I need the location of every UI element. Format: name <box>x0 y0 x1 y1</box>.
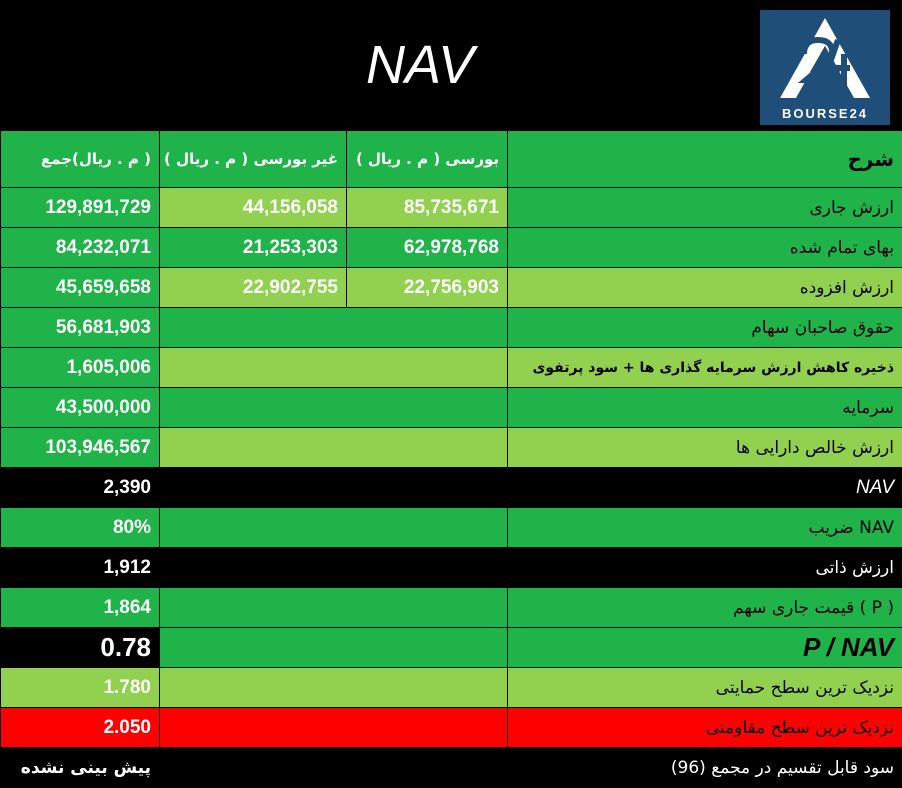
table-row: 84,232,071 21,253,303 62,978,768 بهای تم… <box>1 228 902 268</box>
cost-label: بهای تمام شده <box>508 228 902 268</box>
nav-total: 2,390 <box>1 468 160 508</box>
current-value-label: ارزش جاری <box>508 188 902 228</box>
support-total: 1.780 <box>1 668 160 708</box>
equity-empty <box>160 308 508 348</box>
current-value-total: 129,891,729 <box>1 188 160 228</box>
table-row: 80% NAV ضریب <box>1 508 902 548</box>
added-value-label: ارزش افزوده <box>508 268 902 308</box>
header-total: ( م . ریال)جمع <box>1 131 160 188</box>
capital-empty <box>160 388 508 428</box>
table-row: 1,605,006 ذخیره کاهش ارزش سرمایه گذاری ه… <box>1 348 902 388</box>
table-row: 1.780 نزدیک ترین سطح حمایتی <box>1 668 902 708</box>
nav-coef-total: 80% <box>1 508 160 548</box>
reserve-total: 1,605,006 <box>1 348 160 388</box>
equity-total: 56,681,903 <box>1 308 160 348</box>
logo-mark-icon <box>760 10 890 105</box>
added-value-nonbourse: 22,902,755 <box>160 268 347 308</box>
net-assets-empty <box>160 428 508 468</box>
current-value-nonbourse: 44,156,058 <box>160 188 347 228</box>
capital-total: 43,500,000 <box>1 388 160 428</box>
page-title: NAV <box>0 0 840 130</box>
cost-nonbourse: 21,253,303 <box>160 228 347 268</box>
table-row: 2,390 NAV <box>1 468 902 508</box>
support-label: نزدیک ترین سطح حمایتی <box>508 668 902 708</box>
cost-total: 84,232,071 <box>1 228 160 268</box>
p-nav-total: 0.78 <box>1 628 160 668</box>
table-row: 103,946,567 ارزش خالص دارایی ها <box>1 428 902 468</box>
net-assets-total: 103,946,567 <box>1 428 160 468</box>
table-row: 2.050 نزدیک ترین سطح مقاومتی <box>1 708 902 748</box>
added-value-total: 45,659,658 <box>1 268 160 308</box>
dividend-value: پیش بینی نشده <box>1 748 160 788</box>
resistance-empty <box>160 708 508 748</box>
table-row: 45,659,658 22,902,755 22,756,903 ارزش اف… <box>1 268 902 308</box>
equity-label: حقوق صاحبان سهام <box>508 308 902 348</box>
price-total: 1,864 <box>1 588 160 628</box>
nav-coef-label: NAV ضریب <box>508 508 902 548</box>
table-row: 129,891,729 44,156,058 85,735,671 ارزش ج… <box>1 188 902 228</box>
current-value-bourse: 85,735,671 <box>347 188 508 228</box>
table-footer-row: پیش بینی نشده سود قابل تقسیم در مجمع (96… <box>1 748 902 788</box>
nav-table: ( م . ریال)جمع غیر بورسی ( م . ریال ) بو… <box>0 130 902 788</box>
nav-coef-empty <box>160 508 508 548</box>
resistance-label: نزدیک ترین سطح مقاومتی <box>508 708 902 748</box>
cost-bourse: 62,978,768 <box>347 228 508 268</box>
p-nav-label: P / NAV <box>508 628 902 668</box>
support-empty <box>160 668 508 708</box>
price-empty <box>160 588 508 628</box>
table-row: 0.78 P / NAV <box>1 628 902 668</box>
logo-text: BOURSE24 <box>760 106 890 121</box>
table-row: 1,864 ( P ) قیمت جاری سهم <box>1 588 902 628</box>
reserve-label: ذخیره کاهش ارزش سرمایه گذاری ها + سود پر… <box>508 348 902 388</box>
header-nonbourse: غیر بورسی ( م . ریال ) <box>160 131 347 188</box>
resistance-total: 2.050 <box>1 708 160 748</box>
capital-label: سرمایه <box>508 388 902 428</box>
table-header-row: ( م . ریال)جمع غیر بورسی ( م . ریال ) بو… <box>1 131 902 188</box>
intrinsic-empty <box>160 548 508 588</box>
bourse24-logo: BOURSE24 <box>760 10 890 125</box>
table-row: 1,912 ارزش ذاتی <box>1 548 902 588</box>
p-nav-empty <box>160 628 508 668</box>
added-value-bourse: 22,756,903 <box>347 268 508 308</box>
price-label: ( P ) قیمت جاری سهم <box>508 588 902 628</box>
dividend-label: سود قابل تقسیم در مجمع (96) <box>160 748 902 788</box>
intrinsic-label: ارزش ذاتی <box>508 548 902 588</box>
table-row: 56,681,903 حقوق صاحبان سهام <box>1 308 902 348</box>
header-description: شرح <box>508 131 902 188</box>
nav-label: NAV <box>508 468 902 508</box>
table-row: 43,500,000 سرمایه <box>1 388 902 428</box>
net-assets-label: ارزش خالص دارایی ها <box>508 428 902 468</box>
header-bourse: بورسی ( م . ریال ) <box>347 131 508 188</box>
nav-empty <box>160 468 508 508</box>
reserve-empty <box>160 348 508 388</box>
intrinsic-total: 1,912 <box>1 548 160 588</box>
